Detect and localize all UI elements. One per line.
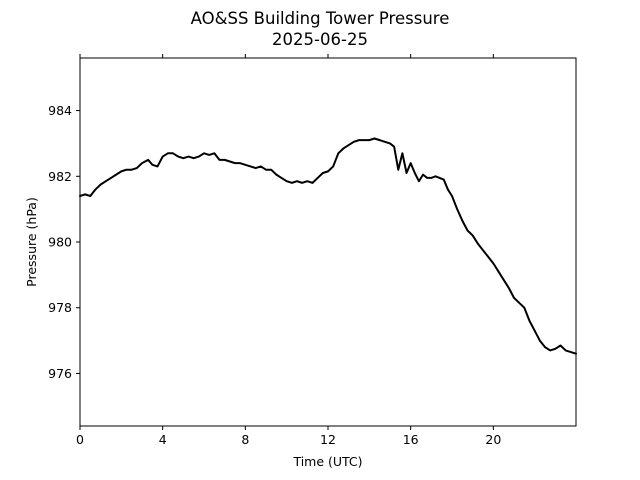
pressure-series-line [79,137,577,355]
x-tick-label: 0 [76,432,84,447]
y-axis-ticks: 976 978 980 982 984 [48,103,80,381]
chart-subtitle: 2025-06-25 [272,30,368,49]
y-tick-label: 982 [48,169,72,184]
y-axis-label: Pressure (hPa) [24,197,39,287]
plot-area [79,137,577,355]
y-tick-label: 976 [48,366,72,381]
x-tick-label: 8 [241,432,249,447]
y-tick-label: 980 [48,235,72,250]
x-tick-label: 20 [485,432,501,447]
x-tick-label: 12 [320,432,336,447]
x-tick-label: 16 [403,432,419,447]
chart-title: AO&SS Building Tower Pressure [191,9,450,28]
x-axis-ticks: 0 4 8 12 16 20 [76,54,501,447]
x-axis-label: Time (UTC) [292,454,362,469]
x-tick-label: 4 [159,432,167,447]
y-tick-label: 984 [48,103,72,118]
y-tick-label: 978 [48,300,72,315]
plot-frame [79,57,577,427]
